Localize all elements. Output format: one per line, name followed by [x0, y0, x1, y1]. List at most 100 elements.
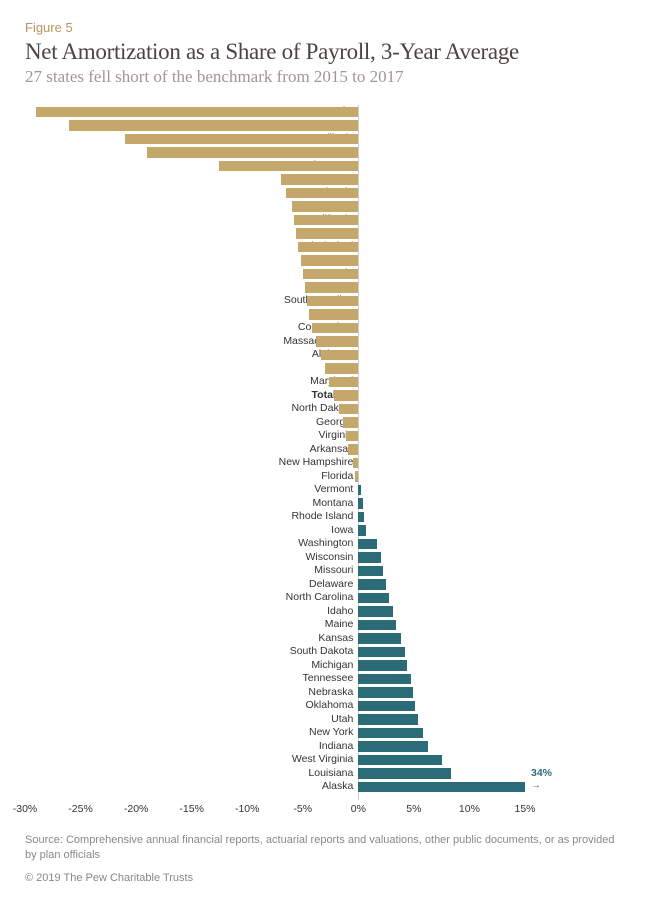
- bar-row: Montana: [125, 497, 625, 511]
- bar-row: Utah: [125, 713, 625, 727]
- bar-row: Georgia: [125, 416, 625, 430]
- bar-row: Rhode Island: [125, 510, 625, 524]
- bar-label: Georgia: [258, 416, 353, 430]
- bar-label: Michigan: [258, 659, 353, 673]
- copyright-text: © 2019 The Pew Charitable Trusts: [25, 872, 625, 884]
- bar-row: Vermont: [125, 483, 625, 497]
- bar-label: Idaho: [258, 605, 353, 619]
- bar-label: Indiana: [258, 740, 353, 754]
- bar: [307, 296, 358, 307]
- bar: [294, 215, 358, 226]
- bar-label: Louisiana: [258, 767, 353, 781]
- bar: [292, 201, 359, 212]
- bar: [301, 255, 359, 266]
- x-tick: 5%: [406, 803, 421, 815]
- bar: [358, 660, 407, 671]
- bar-row: Idaho: [125, 605, 625, 619]
- bar-row: New Hampshire: [125, 456, 625, 470]
- bar: [339, 404, 358, 415]
- bar-row: Kansas: [125, 632, 625, 646]
- bar-label: Tennessee: [258, 672, 353, 686]
- callout-label: 34%: [531, 767, 552, 779]
- bar: [358, 674, 410, 685]
- bar-label: Rhode Island: [258, 510, 353, 524]
- bar-row: Maryland: [125, 375, 625, 389]
- bar-label: Florida: [258, 470, 353, 484]
- x-tick: -30%: [13, 803, 38, 815]
- bar-label: Nebraska: [258, 686, 353, 700]
- bar: [298, 242, 358, 253]
- bar: [36, 107, 358, 118]
- bar-row: Hawaii: [125, 200, 625, 214]
- bar: [358, 647, 405, 658]
- bar: [358, 512, 364, 523]
- x-tick: 15%: [514, 803, 535, 815]
- x-tick: -5%: [293, 803, 312, 815]
- bar: [346, 431, 358, 442]
- bar-label: Wisconsin: [258, 551, 353, 565]
- bar: [329, 377, 358, 388]
- bar: [358, 728, 422, 739]
- bar-label: Virginia: [258, 429, 353, 443]
- bar-row: Wisconsin: [125, 551, 625, 565]
- chart-area: KentuckyNew JerseyIllinoisColoradoMinnes…: [25, 105, 625, 825]
- bar-label: South Dakota: [258, 645, 353, 659]
- bar-label: Missouri: [258, 564, 353, 578]
- x-axis: -30%-25%-20%-15%-10%-5%0%5%10%15%: [125, 803, 625, 823]
- bar-row: Ohio: [125, 362, 625, 376]
- x-tick: 0%: [351, 803, 366, 815]
- bar-row: Washington: [125, 537, 625, 551]
- bar-label: Vermont: [258, 483, 353, 497]
- bar: [305, 282, 358, 293]
- bar-row: South Carolina: [125, 294, 625, 308]
- bars-container: KentuckyNew JerseyIllinoisColoradoMinnes…: [125, 105, 625, 800]
- bar-row: Colorado: [125, 146, 625, 160]
- bar: [358, 701, 415, 712]
- bar: [358, 566, 382, 577]
- bar-row: Oregon: [125, 254, 625, 268]
- bar-label: Alaska: [258, 780, 353, 794]
- bar-row: Nebraska: [125, 686, 625, 700]
- bar-label: Arkansas: [258, 443, 353, 457]
- bar-row: Oklahoma: [125, 699, 625, 713]
- bar-label: North Carolina: [258, 591, 353, 605]
- bar-row: South Dakota: [125, 645, 625, 659]
- bar: [358, 498, 362, 509]
- bar-row: Total US: [125, 389, 625, 403]
- bar-row: Maine: [125, 618, 625, 632]
- bar: [281, 174, 359, 185]
- bar: [358, 579, 386, 590]
- arrow-icon: →: [531, 780, 541, 791]
- bar: [348, 444, 358, 455]
- bar-label: Iowa: [258, 524, 353, 538]
- bar: [358, 620, 396, 631]
- bar: [358, 593, 389, 604]
- bar-row: Delaware: [125, 578, 625, 592]
- bar: [312, 323, 359, 334]
- bar-row: Arizona: [125, 308, 625, 322]
- bar-row: Michigan: [125, 659, 625, 673]
- bar: [334, 390, 358, 401]
- bar-row: North Dakota: [125, 402, 625, 416]
- bar-row: North Carolina: [125, 591, 625, 605]
- bar: [358, 539, 377, 550]
- bar: [69, 120, 358, 131]
- x-tick: -20%: [124, 803, 149, 815]
- bar-label: Washington: [258, 537, 353, 551]
- bar-row: California: [125, 213, 625, 227]
- bar-row: Texas: [125, 281, 625, 295]
- bar: [358, 606, 392, 617]
- chart-subtitle: 27 states fell short of the benchmark fr…: [25, 67, 625, 87]
- bar: [358, 485, 360, 496]
- bar: [309, 309, 358, 320]
- bar: [358, 714, 418, 725]
- bar-row: Wyoming: [125, 227, 625, 241]
- bar-row: Connecticut: [125, 321, 625, 335]
- bar: [303, 269, 359, 280]
- bar-row: Tennessee: [125, 672, 625, 686]
- bar-row: Minnesota: [125, 159, 625, 173]
- bar-label: Maine: [258, 618, 353, 632]
- bar-row: Arkansas: [125, 443, 625, 457]
- bar-label: Delaware: [258, 578, 353, 592]
- bar: [355, 471, 358, 482]
